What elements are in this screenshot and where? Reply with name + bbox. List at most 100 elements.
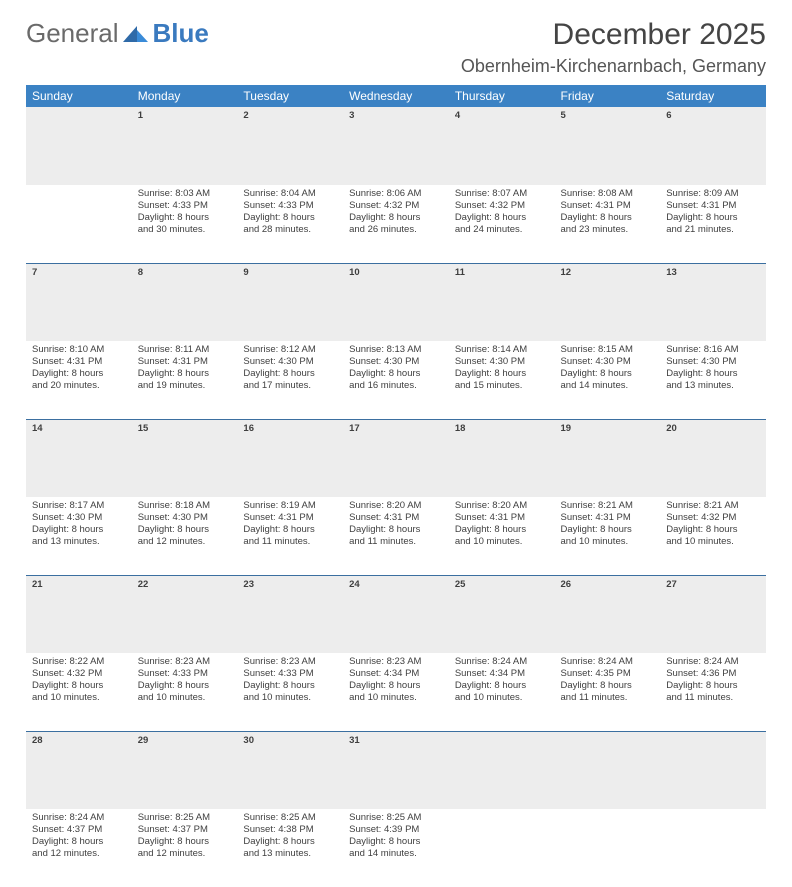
day-detail-row: Sunrise: 8:24 AMSunset: 4:37 PMDaylight:…	[26, 809, 766, 887]
page-title: December 2025	[461, 18, 766, 52]
day-info-line: Daylight: 8 hours	[243, 212, 337, 224]
day-detail-cell: Sunrise: 8:24 AMSunset: 4:37 PMDaylight:…	[26, 809, 132, 887]
day-info-line: Daylight: 8 hours	[561, 524, 655, 536]
day-detail-cell: Sunrise: 8:21 AMSunset: 4:31 PMDaylight:…	[555, 497, 661, 575]
day-info-line: Sunrise: 8:04 AM	[243, 188, 337, 200]
day-info-line: and 17 minutes.	[243, 380, 337, 392]
day-detail-cell: Sunrise: 8:25 AMSunset: 4:39 PMDaylight:…	[343, 809, 449, 887]
day-info-line: and 15 minutes.	[455, 380, 549, 392]
day-detail-cell: Sunrise: 8:23 AMSunset: 4:34 PMDaylight:…	[343, 653, 449, 731]
day-info-line: Daylight: 8 hours	[666, 368, 760, 380]
day-number-cell: 17	[343, 419, 449, 497]
weekday-header: Monday	[132, 85, 238, 107]
day-info-line: Daylight: 8 hours	[138, 680, 232, 692]
calendar-header-row: SundayMondayTuesdayWednesdayThursdayFrid…	[26, 85, 766, 107]
day-number-cell: 11	[449, 263, 555, 341]
day-info-line: Daylight: 8 hours	[349, 368, 443, 380]
day-number-cell: 7	[26, 263, 132, 341]
day-info-line: Sunset: 4:37 PM	[32, 824, 126, 836]
day-info-line: Sunset: 4:31 PM	[455, 512, 549, 524]
day-number-cell: 25	[449, 575, 555, 653]
day-info-line: and 13 minutes.	[243, 848, 337, 860]
day-info-line: Sunset: 4:32 PM	[455, 200, 549, 212]
day-info-line: Sunrise: 8:19 AM	[243, 500, 337, 512]
day-detail-cell: Sunrise: 8:03 AMSunset: 4:33 PMDaylight:…	[132, 185, 238, 263]
day-number-cell: 12	[555, 263, 661, 341]
day-info-line: Sunrise: 8:21 AM	[561, 500, 655, 512]
day-number-cell: 27	[660, 575, 766, 653]
day-detail-cell: Sunrise: 8:20 AMSunset: 4:31 PMDaylight:…	[449, 497, 555, 575]
day-info-line: Sunset: 4:33 PM	[138, 668, 232, 680]
calendar-table: SundayMondayTuesdayWednesdayThursdayFrid…	[26, 85, 766, 887]
day-info-line: Sunset: 4:31 PM	[561, 512, 655, 524]
day-info-line: Sunset: 4:30 PM	[32, 512, 126, 524]
day-detail-cell: Sunrise: 8:04 AMSunset: 4:33 PMDaylight:…	[237, 185, 343, 263]
day-info-line: and 28 minutes.	[243, 224, 337, 236]
day-info-line: Daylight: 8 hours	[561, 680, 655, 692]
day-info-line: Daylight: 8 hours	[32, 680, 126, 692]
day-detail-cell: Sunrise: 8:24 AMSunset: 4:36 PMDaylight:…	[660, 653, 766, 731]
day-info-line: and 10 minutes.	[138, 692, 232, 704]
day-info-line: Sunrise: 8:06 AM	[349, 188, 443, 200]
day-info-line: and 11 minutes.	[243, 536, 337, 548]
day-number-cell: 5	[555, 107, 661, 185]
day-number-cell: 15	[132, 419, 238, 497]
day-number-cell	[555, 731, 661, 809]
day-number-cell: 2	[237, 107, 343, 185]
day-number-cell: 16	[237, 419, 343, 497]
location-label: Obernheim-Kirchenarnbach, Germany	[461, 56, 766, 77]
day-number-cell: 22	[132, 575, 238, 653]
day-info-line: Sunrise: 8:25 AM	[138, 812, 232, 824]
day-number-cell: 4	[449, 107, 555, 185]
day-number-cell: 26	[555, 575, 661, 653]
day-info-line: Sunset: 4:30 PM	[666, 356, 760, 368]
day-detail-cell: Sunrise: 8:23 AMSunset: 4:33 PMDaylight:…	[237, 653, 343, 731]
day-number-cell: 24	[343, 575, 449, 653]
brand-word-2: Blue	[153, 18, 209, 49]
weekday-header: Wednesday	[343, 85, 449, 107]
day-number-cell: 14	[26, 419, 132, 497]
day-info-line: and 12 minutes.	[32, 848, 126, 860]
day-detail-cell: Sunrise: 8:23 AMSunset: 4:33 PMDaylight:…	[132, 653, 238, 731]
day-info-line: Daylight: 8 hours	[666, 212, 760, 224]
day-detail-cell: Sunrise: 8:15 AMSunset: 4:30 PMDaylight:…	[555, 341, 661, 419]
day-info-line: Sunrise: 8:16 AM	[666, 344, 760, 356]
day-detail-cell: Sunrise: 8:19 AMSunset: 4:31 PMDaylight:…	[237, 497, 343, 575]
day-info-line: Sunrise: 8:11 AM	[138, 344, 232, 356]
weekday-header: Tuesday	[237, 85, 343, 107]
day-info-line: Sunset: 4:30 PM	[138, 512, 232, 524]
day-info-line: Sunset: 4:38 PM	[243, 824, 337, 836]
day-info-line: and 13 minutes.	[666, 380, 760, 392]
day-info-line: Sunrise: 8:23 AM	[243, 656, 337, 668]
weekday-header: Friday	[555, 85, 661, 107]
day-info-line: Daylight: 8 hours	[455, 212, 549, 224]
day-info-line: Sunset: 4:34 PM	[349, 668, 443, 680]
day-info-line: Sunset: 4:39 PM	[349, 824, 443, 836]
day-detail-cell: Sunrise: 8:12 AMSunset: 4:30 PMDaylight:…	[237, 341, 343, 419]
day-detail-cell: Sunrise: 8:24 AMSunset: 4:35 PMDaylight:…	[555, 653, 661, 731]
day-info-line: Sunset: 4:32 PM	[32, 668, 126, 680]
day-detail-cell: Sunrise: 8:21 AMSunset: 4:32 PMDaylight:…	[660, 497, 766, 575]
day-number-row: 14151617181920	[26, 419, 766, 497]
day-info-line: Daylight: 8 hours	[32, 836, 126, 848]
day-info-line: Sunrise: 8:25 AM	[349, 812, 443, 824]
day-info-line: Daylight: 8 hours	[243, 680, 337, 692]
day-info-line: and 26 minutes.	[349, 224, 443, 236]
day-info-line: and 16 minutes.	[349, 380, 443, 392]
day-detail-cell: Sunrise: 8:18 AMSunset: 4:30 PMDaylight:…	[132, 497, 238, 575]
day-info-line: Daylight: 8 hours	[455, 680, 549, 692]
day-info-line: Sunrise: 8:14 AM	[455, 344, 549, 356]
day-info-line: and 12 minutes.	[138, 848, 232, 860]
weekday-header: Saturday	[660, 85, 766, 107]
day-number-cell: 30	[237, 731, 343, 809]
day-info-line: Daylight: 8 hours	[32, 368, 126, 380]
weekday-header: Thursday	[449, 85, 555, 107]
day-detail-cell: Sunrise: 8:08 AMSunset: 4:31 PMDaylight:…	[555, 185, 661, 263]
day-detail-cell: Sunrise: 8:14 AMSunset: 4:30 PMDaylight:…	[449, 341, 555, 419]
day-info-line: Sunrise: 8:25 AM	[243, 812, 337, 824]
day-number-cell: 29	[132, 731, 238, 809]
day-number-cell: 18	[449, 419, 555, 497]
day-number-cell: 10	[343, 263, 449, 341]
day-info-line: Sunrise: 8:09 AM	[666, 188, 760, 200]
day-info-line: Daylight: 8 hours	[349, 680, 443, 692]
